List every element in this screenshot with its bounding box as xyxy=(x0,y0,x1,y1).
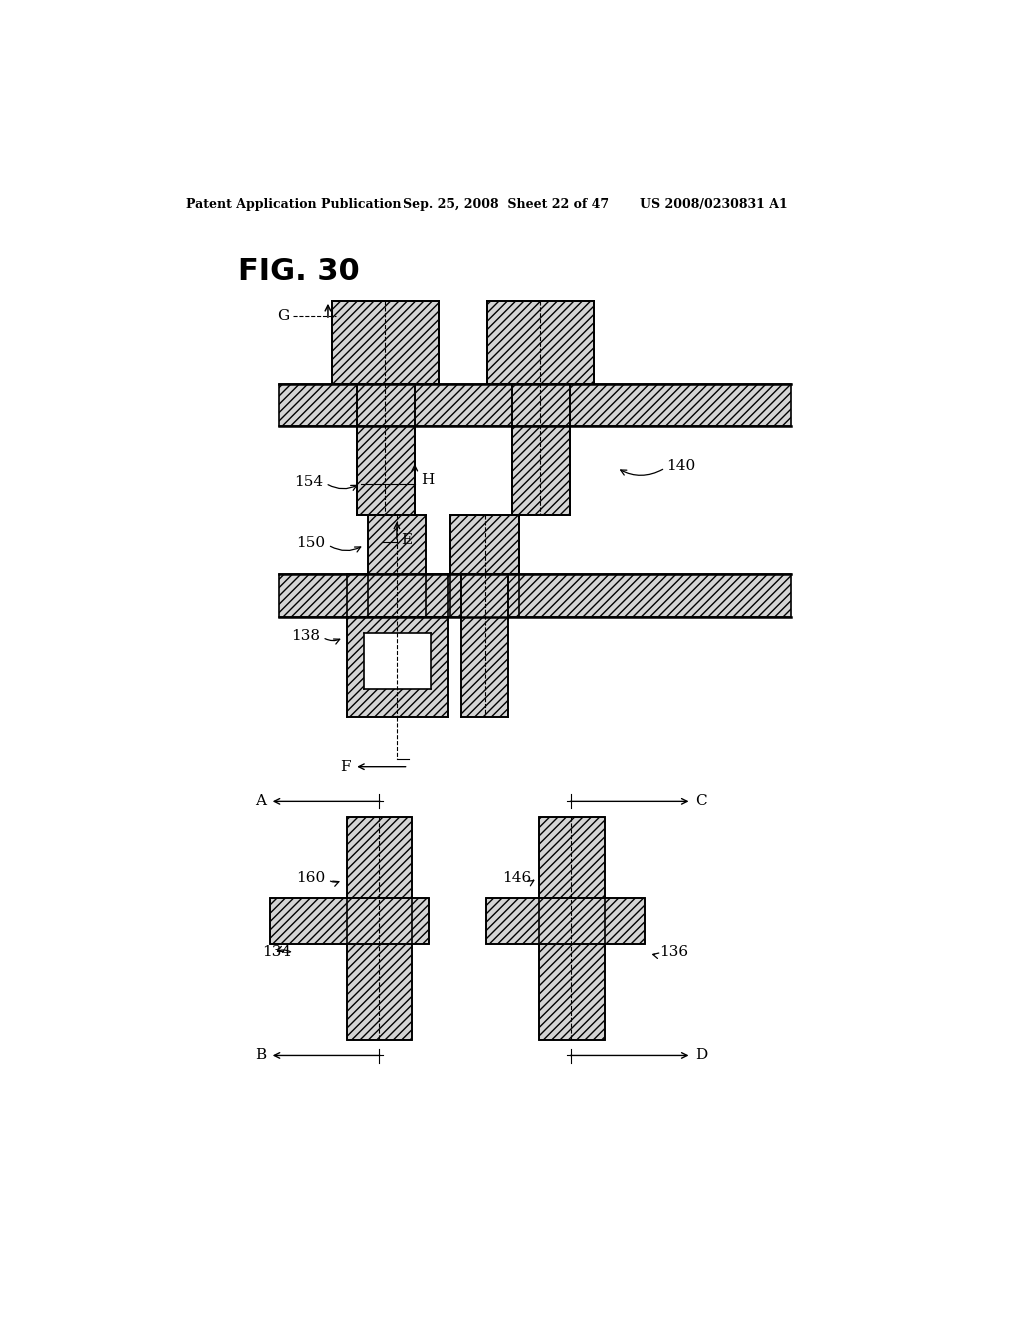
Bar xyxy=(332,301,438,384)
Bar xyxy=(346,817,413,1040)
Bar xyxy=(346,817,413,1040)
Bar xyxy=(512,426,569,515)
Bar xyxy=(369,515,426,574)
Bar xyxy=(365,634,431,689)
Text: US 2008/0230831 A1: US 2008/0230831 A1 xyxy=(640,198,787,211)
Bar xyxy=(512,384,569,515)
Text: 160: 160 xyxy=(296,871,326,886)
Bar xyxy=(450,515,519,574)
Bar xyxy=(280,574,791,616)
Text: 134: 134 xyxy=(261,945,291,958)
Bar xyxy=(539,817,604,1040)
Bar xyxy=(270,898,429,944)
Text: 146: 146 xyxy=(502,871,531,886)
Bar xyxy=(270,898,429,944)
Text: D: D xyxy=(695,1048,708,1063)
Bar xyxy=(356,426,415,515)
Bar xyxy=(280,384,791,426)
Bar xyxy=(486,898,645,944)
Text: 154: 154 xyxy=(294,475,324,488)
Text: Sep. 25, 2008  Sheet 22 of 47: Sep. 25, 2008 Sheet 22 of 47 xyxy=(403,198,609,211)
Bar xyxy=(486,898,645,944)
Bar xyxy=(347,616,449,717)
Text: B: B xyxy=(255,1048,266,1063)
Text: G: G xyxy=(276,309,289,323)
Text: A: A xyxy=(255,795,266,808)
Bar xyxy=(332,301,438,384)
Bar xyxy=(461,574,508,717)
Text: 136: 136 xyxy=(658,945,688,958)
Text: 138: 138 xyxy=(291,628,321,643)
Bar xyxy=(486,301,594,384)
Text: F: F xyxy=(340,760,350,774)
Text: FIG. 30: FIG. 30 xyxy=(238,257,359,286)
Text: Patent Application Publication: Patent Application Publication xyxy=(186,198,401,211)
Bar xyxy=(450,515,519,574)
Text: E: E xyxy=(401,533,413,548)
Text: C: C xyxy=(695,795,707,808)
Text: 150: 150 xyxy=(297,536,326,550)
Bar xyxy=(356,384,415,515)
Bar xyxy=(539,817,604,1040)
Bar xyxy=(486,301,594,384)
Text: H: H xyxy=(421,474,434,487)
Text: 140: 140 xyxy=(667,459,696,474)
